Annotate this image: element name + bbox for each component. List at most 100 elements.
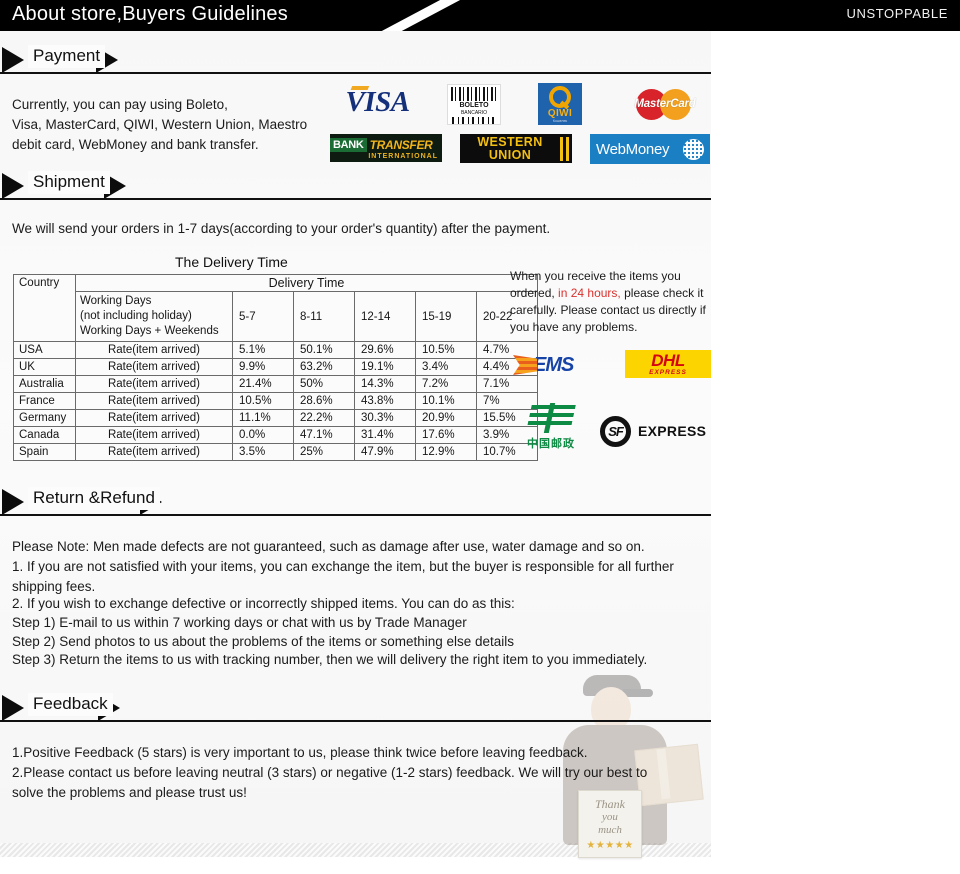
barcode-bottom-icon [452, 117, 496, 124]
row-value-0: 5.1% [232, 341, 294, 359]
delivery-time-table: Country Delivery Time Working Days (not … [13, 274, 538, 461]
row-rate-label: Rate(item arrived) [75, 341, 233, 359]
dhl-sub-label: EXPRESS [649, 368, 687, 376]
sf-monogram: SF [608, 423, 624, 439]
section-header-payment: Payment [0, 45, 711, 75]
payment-text-line-2: Visa, MasterCard, QIWI, Western Union, M… [12, 117, 308, 132]
table-header-range-0: 5-7 [232, 291, 294, 342]
row-value-2: 31.4% [354, 426, 416, 444]
visa-wordmark: VISA [345, 86, 410, 118]
bottom-hatch-band [0, 843, 711, 857]
row-country: France [13, 392, 76, 410]
mastercard-logo: MasterCard [620, 84, 710, 124]
row-rate-label: Rate(item arrived) [75, 375, 233, 393]
row-rate-label: Rate(item arrived) [75, 409, 233, 427]
row-value-3: 3.4% [415, 358, 477, 376]
ems-wordmark: EMS [533, 353, 574, 376]
row-rate-label: Rate(item arrived) [75, 392, 233, 410]
return-line-2: shipping fees. [12, 579, 96, 594]
thank-you-line-2: you [602, 810, 618, 823]
return-line-0: Please Note: Men made defects are not gu… [12, 539, 645, 554]
return-line-1: 1. If you are not satisfied with your it… [12, 559, 674, 574]
table-row: Spain Rate(item arrived) 3.5% 25% 47.9% … [13, 443, 538, 461]
row-value-0: 11.1% [232, 409, 294, 427]
table-row: USA Rate(item arrived) 5.1% 50.1% 29.6% … [13, 341, 538, 359]
western-union-logo: WESTERN UNION [460, 134, 572, 163]
row-rate-label: Rate(item arrived) [75, 426, 233, 444]
dhl-wordmark: DHL [651, 350, 685, 370]
row-value-0: 21.4% [232, 375, 294, 393]
barcode-icon [451, 87, 497, 102]
table-header-range-4: 20-22 [476, 291, 538, 342]
webmoney-wordmark: WebMoney [596, 140, 670, 158]
thank-you-sign: Thank you much ★★★★★ [578, 790, 642, 858]
table-header-working-days: Working Days (not including holiday) Wor… [75, 291, 233, 342]
table-row: Canada Rate(item arrived) 0.0% 47.1% 31.… [13, 426, 538, 444]
table-row: Germany Rate(item arrived) 11.1% 22.2% 3… [13, 409, 538, 427]
section-title-payment: Payment [28, 45, 106, 68]
bank-transfer-word-transfer: TRANSFER [369, 137, 433, 152]
courier-head-icon [591, 687, 631, 731]
row-country: Germany [13, 409, 76, 427]
thank-you-line-1: Thank [595, 796, 625, 811]
visa-logo: VISA [330, 86, 425, 118]
row-value-1: 47.1% [293, 426, 355, 444]
delivery-person-photo [545, 665, 704, 850]
row-value-2: 30.3% [354, 409, 416, 427]
ems-fan-icon [513, 355, 537, 375]
note-text-post: please check it carefully. Please contac… [510, 286, 706, 334]
return-line-3: 2. If you wish to exchange defective or … [12, 596, 515, 611]
boleto-sub-label: BANCARIO [460, 110, 488, 117]
table-header-country: Country [13, 274, 76, 342]
row-value-1: 50% [293, 375, 355, 393]
row-value-1: 28.6% [293, 392, 355, 410]
section-rule [0, 198, 711, 200]
row-value-3: 10.5% [415, 341, 477, 359]
row-value-4: 10.7% [476, 443, 538, 461]
bank-transfer-logo: BANK TRANSFER INTERNATIONAL [330, 134, 442, 162]
mastercard-orange-circle-icon [660, 89, 691, 120]
row-rate-label: Rate(item arrived) [75, 358, 233, 376]
row-value-0: 3.5% [232, 443, 294, 461]
row-country: Spain [13, 443, 76, 461]
row-country: UK [13, 358, 76, 376]
thank-you-line-3: much [598, 823, 622, 836]
row-country: USA [13, 341, 76, 359]
boleto-wordmark: BOLETO [459, 102, 489, 110]
western-union-word-union: UNION [488, 147, 532, 162]
section-header-return-refund: Return &Refund [0, 487, 711, 517]
ems-logo: EMS [513, 352, 595, 378]
triangle-marker-left-icon [2, 695, 24, 721]
shipment-intro-text: We will send your orders in 1-7 days(acc… [12, 221, 551, 236]
working-days-line-1: Working Days [80, 295, 152, 307]
row-value-0: 9.9% [232, 358, 294, 376]
mastercard-wordmark: MasterCard [634, 98, 696, 110]
china-post-logo: 中国邮政 [512, 403, 590, 455]
row-country: Canada [13, 426, 76, 444]
row-value-3: 12.9% [415, 443, 477, 461]
triangle-marker-left-icon [2, 47, 24, 73]
western-union-word-western: WESTERN [477, 134, 543, 149]
table-header-range-3: 15-19 [415, 291, 477, 342]
row-value-2: 29.6% [354, 341, 416, 359]
row-value-1: 25% [293, 443, 355, 461]
china-post-emblem-icon [525, 403, 577, 433]
row-value-3: 7.2% [415, 375, 477, 393]
rating-stars-icon: ★★★★★ [586, 839, 634, 851]
table-row: UK Rate(item arrived) 9.9% 63.2% 19.1% 3… [13, 358, 538, 376]
row-value-2: 14.3% [354, 375, 416, 393]
row-value-2: 43.8% [354, 392, 416, 410]
bank-transfer-word-bank: BANK [330, 137, 367, 152]
table-row: Australia Rate(item arrived) 21.4% 50% 1… [13, 375, 538, 393]
visa-swoosh-icon [351, 86, 371, 90]
webmoney-globe-icon [683, 138, 704, 160]
row-country: Australia [13, 375, 76, 393]
section-title-return-refund: Return &Refund [28, 487, 160, 510]
row-value-3: 17.6% [415, 426, 477, 444]
table-header-range-1: 8-11 [293, 291, 355, 342]
courier-cap-icon [583, 675, 641, 696]
row-value-4: 7.1% [476, 375, 538, 393]
payment-text-line-1: Currently, you can pay using Boleto, [12, 97, 228, 112]
payment-text-line-3: debit card, WebMoney and bank transfer. [12, 137, 259, 152]
